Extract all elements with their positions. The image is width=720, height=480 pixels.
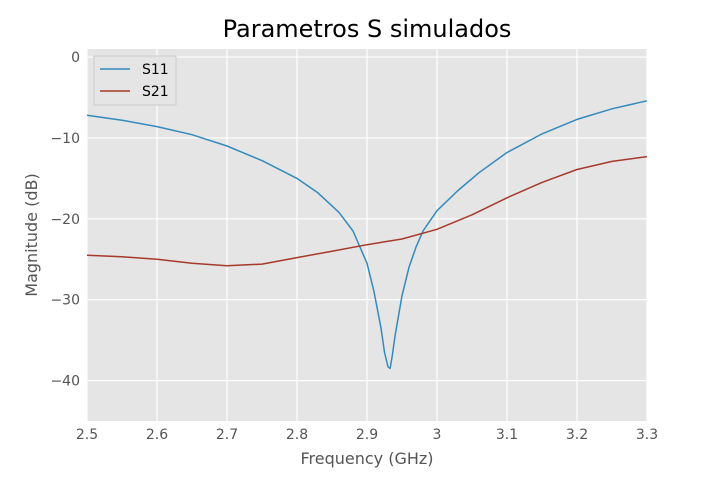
legend-box [93,55,177,106]
series-layer [86,100,648,370]
y-tick-label: −20 [50,212,80,228]
y-axis-label: Magnitude (dB) [22,173,41,296]
x-tick-label: 3.2 [566,427,588,443]
x-tick-label: 3.1 [496,427,518,443]
y-tick-label: 0 [71,50,80,66]
x-tick-label: 2.5 [76,427,98,443]
x-tick-label: 2.6 [146,427,168,443]
y-tick-label: −30 [50,293,80,309]
series-line-s21 [86,155,648,267]
grid [86,49,648,421]
x-tick-label: 2.7 [216,427,238,443]
y-tick-label: −10 [50,131,80,147]
y-tick-label: −40 [50,374,80,390]
legend-label-s21: S21 [142,84,169,100]
x-tick-label: 2.8 [286,427,308,443]
x-axis-label: Frequency (GHz) [300,449,433,468]
x-ticks: 2.5 2.6 2.7 2.8 2.9 3 3.1 3.2 3.3 [76,427,658,443]
y-ticks: 0 −10 −20 −30 −40 [50,50,80,389]
chart-title: Parametros S simulados [223,15,512,43]
x-tick-label: 2.9 [356,427,378,443]
legend-label-s11: S11 [142,62,169,78]
x-tick-label: 3.3 [636,427,658,443]
series-line-s11 [86,100,648,370]
x-tick-label: 3 [433,427,442,443]
